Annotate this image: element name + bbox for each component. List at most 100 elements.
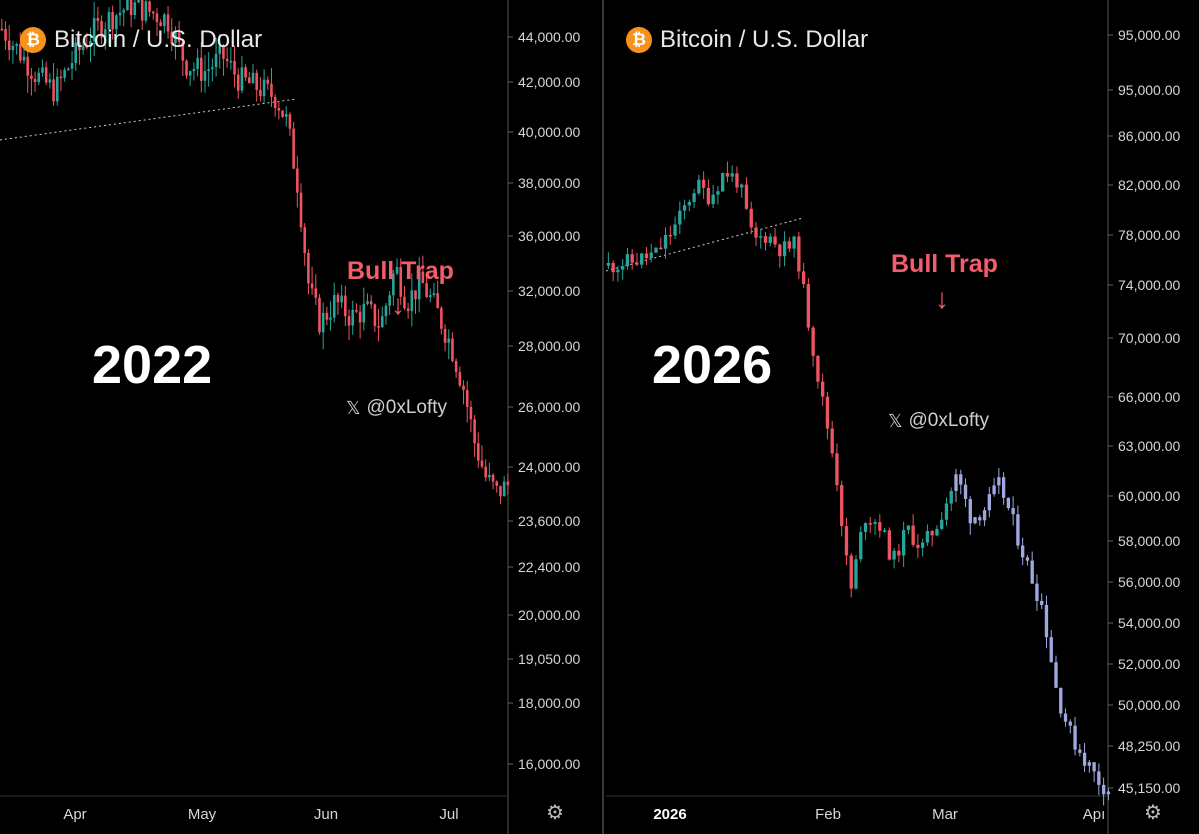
candle-body xyxy=(797,236,801,272)
candle-body xyxy=(477,443,480,461)
price-tick-label: 48,250.00 xyxy=(1118,738,1180,754)
candle-body xyxy=(687,202,691,206)
candle-body xyxy=(916,544,920,548)
candle-body xyxy=(992,485,996,495)
time-tick-label: Jun xyxy=(314,806,338,823)
price-tick-label: 58,000.00 xyxy=(1118,533,1180,549)
candle-body xyxy=(222,45,225,59)
candle-body xyxy=(380,316,384,328)
candle-body xyxy=(1016,514,1020,546)
candle-body xyxy=(362,303,366,323)
candle-body xyxy=(288,114,292,129)
candle-body xyxy=(30,75,33,79)
price-tick-label: 24,000.00 xyxy=(518,459,580,475)
candle-body xyxy=(1073,725,1077,750)
price-tick-label: 36,000.00 xyxy=(518,228,580,244)
price-tick-label: 38,000.00 xyxy=(518,175,580,191)
candle-body xyxy=(711,194,715,205)
candle-body xyxy=(432,293,436,296)
candle-body xyxy=(347,316,351,326)
candle-body xyxy=(787,241,791,249)
symbol-title: Bitcoin / U.S. Dollar xyxy=(54,26,263,53)
candle-body xyxy=(763,236,768,243)
candle-body xyxy=(22,56,26,61)
chart-panel-2026: 95,000.00 95,000.00 86,000.00 82,000.00 78,0… xyxy=(606,0,1199,834)
candle-body xyxy=(935,528,939,536)
candle-body xyxy=(81,46,85,51)
down-arrow-icon: ↓ xyxy=(935,283,949,314)
candle-body xyxy=(251,72,255,84)
candle-body xyxy=(329,317,332,320)
candle-body xyxy=(240,67,244,91)
chart-panel-2022: 44,000.00 42,000.00 40,000.00 38,000.00 36,0… xyxy=(0,0,600,834)
price-tick-label: 42,000.00 xyxy=(518,74,580,90)
candle-body xyxy=(225,58,229,61)
candle-body xyxy=(754,227,758,238)
symbol-header[interactable]: ₿ Bitcoin / U.S. Dollar xyxy=(626,26,868,54)
candle-body xyxy=(443,328,447,343)
price-tick-label: 28,000.00 xyxy=(518,338,580,354)
candle-body xyxy=(499,485,502,497)
candle-body xyxy=(218,45,222,54)
candle-body xyxy=(606,262,611,266)
candle-body xyxy=(1101,784,1106,795)
time-tick-label: Apı xyxy=(1083,806,1106,823)
candle-body xyxy=(103,29,107,38)
candle-body xyxy=(107,11,111,30)
candle-body xyxy=(155,13,159,23)
candle-body xyxy=(52,79,55,102)
price-tick-label: 63,000.00 xyxy=(1118,438,1180,454)
candle-body xyxy=(678,210,682,225)
candle-body xyxy=(925,530,930,543)
candle-body xyxy=(458,372,462,386)
candle-body xyxy=(436,293,439,309)
candle-body xyxy=(1049,637,1053,663)
candle-body xyxy=(281,110,284,117)
candle-body xyxy=(369,301,373,305)
candle-body xyxy=(244,67,247,78)
candle-body xyxy=(825,396,830,429)
candle-body xyxy=(122,10,126,13)
candle-body xyxy=(982,510,987,521)
candle-body xyxy=(214,53,218,68)
trendline xyxy=(606,217,802,272)
candle-body xyxy=(906,525,911,531)
candle-body xyxy=(185,60,188,76)
candle-body xyxy=(963,484,968,500)
candle-body xyxy=(277,107,281,111)
candle-body xyxy=(644,253,649,259)
candle-body xyxy=(611,262,615,273)
candle-body xyxy=(37,72,41,83)
candle-body xyxy=(973,517,977,524)
candle-body xyxy=(821,381,825,397)
settings-gear-icon[interactable]: ⚙ xyxy=(1144,802,1162,824)
candle-body xyxy=(506,481,510,486)
candle-body xyxy=(1001,477,1006,498)
candle-body xyxy=(1030,560,1034,584)
candle-body xyxy=(887,530,891,560)
candle-body xyxy=(480,460,484,467)
candle-body xyxy=(425,283,428,298)
candle-body xyxy=(901,530,906,556)
candle-body xyxy=(192,68,196,72)
candle-body xyxy=(96,18,100,21)
candle-body xyxy=(878,522,882,531)
candle-body xyxy=(668,234,672,237)
price-tick-label: 32,000.00 xyxy=(518,283,580,299)
candle-body xyxy=(48,79,52,83)
candle-body xyxy=(318,297,321,333)
candle-body xyxy=(882,530,887,532)
symbol-header[interactable]: ₿ Bitcoin / U.S. Dollar xyxy=(20,26,262,54)
candle-body xyxy=(849,555,853,589)
settings-gear-icon[interactable]: ⚙ xyxy=(546,802,564,824)
candle-body xyxy=(716,191,720,195)
chart-canvas-2022[interactable]: 44,000.00 42,000.00 40,000.00 38,000.00 36,0… xyxy=(0,0,600,834)
candle-body xyxy=(307,252,310,284)
candle-body xyxy=(211,67,214,70)
bull-trap-label: Bull Trap xyxy=(347,257,454,285)
candle-body xyxy=(351,309,355,326)
candle-body xyxy=(725,173,730,177)
chart-canvas-2026[interactable]: 95,000.00 95,000.00 86,000.00 82,000.00 78,0… xyxy=(606,0,1199,834)
candle-body xyxy=(229,60,233,63)
candle-body xyxy=(273,96,277,108)
